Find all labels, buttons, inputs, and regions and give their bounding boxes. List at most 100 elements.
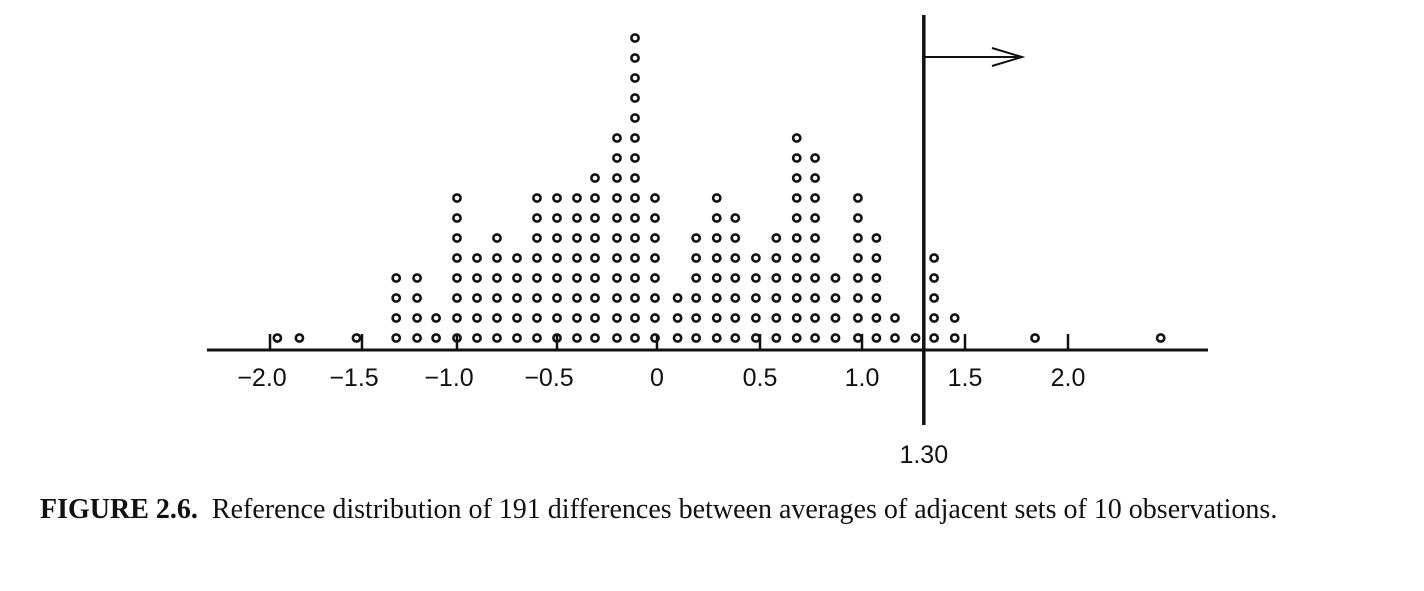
dot (590, 333, 600, 343)
dot (532, 233, 542, 243)
dot (791, 213, 802, 223)
dot (810, 153, 820, 163)
dot (771, 233, 782, 243)
dot (630, 313, 640, 323)
dot (472, 253, 482, 263)
dot (412, 313, 422, 323)
dot (630, 253, 640, 263)
dot (871, 253, 882, 263)
dot (612, 333, 622, 343)
dot (590, 233, 600, 243)
dot (492, 293, 502, 303)
dot (750, 273, 761, 283)
dot (810, 333, 820, 343)
x-tick-label: 2.0 (1051, 364, 1086, 392)
dot (711, 313, 722, 323)
dot (650, 293, 660, 303)
dot (472, 313, 482, 323)
dot (532, 273, 542, 283)
dot (512, 333, 522, 343)
dot (853, 333, 863, 343)
dot (612, 233, 622, 243)
dot (412, 273, 422, 283)
dot (691, 313, 702, 323)
dot (630, 233, 640, 243)
dot (351, 333, 362, 343)
dot (431, 313, 441, 323)
dot (853, 213, 863, 223)
dot (612, 273, 622, 283)
dot (791, 273, 802, 283)
dot (929, 253, 939, 263)
dot (552, 253, 562, 263)
dot (750, 333, 761, 343)
dot (412, 293, 422, 303)
dot (853, 293, 863, 303)
dot (1155, 333, 1166, 343)
dot (750, 313, 761, 323)
dot (730, 273, 741, 283)
dot (791, 253, 802, 263)
dot (452, 253, 462, 263)
dot (391, 293, 402, 303)
dot (590, 173, 600, 183)
dot (492, 253, 502, 263)
dot (771, 253, 782, 263)
dot (771, 313, 782, 323)
x-tick-label: −1.0 (424, 364, 473, 392)
dot (730, 253, 741, 263)
dot (711, 333, 722, 343)
dot (492, 273, 502, 283)
dot (830, 313, 841, 323)
dot (590, 213, 600, 223)
dot (853, 253, 863, 263)
dot (691, 333, 702, 343)
dot (572, 213, 582, 223)
dot (791, 293, 802, 303)
dot (949, 313, 960, 323)
x-tick-label: 1.5 (948, 364, 983, 392)
dot (672, 293, 683, 303)
dot (452, 233, 462, 243)
x-tick-label: −0.5 (524, 364, 573, 392)
dot (512, 273, 522, 283)
dot (730, 213, 741, 223)
dot (650, 253, 660, 263)
x-tick-label: 0.5 (743, 364, 778, 392)
dot (630, 213, 640, 223)
dot (590, 273, 600, 283)
dot (810, 213, 820, 223)
dot (512, 313, 522, 323)
dot (552, 193, 562, 203)
dot (630, 33, 640, 43)
dot (630, 193, 640, 203)
dot (890, 313, 900, 323)
dot (730, 313, 741, 323)
dot (532, 193, 542, 203)
figure-caption: FIGURE 2.6. Reference distribution of 191… (40, 490, 1410, 530)
dot (630, 73, 640, 83)
dot (532, 313, 542, 323)
dot (810, 233, 820, 243)
dot (791, 333, 802, 343)
dot (771, 333, 782, 343)
dot (711, 293, 722, 303)
dot (791, 153, 802, 163)
dot (730, 293, 741, 303)
dot (630, 173, 640, 183)
caption-text: Reference distribution of 191 difference… (211, 494, 1278, 525)
dot (871, 233, 882, 243)
dot (630, 333, 640, 343)
dot (630, 273, 640, 283)
dot (871, 293, 882, 303)
dot (650, 313, 660, 323)
dot (572, 253, 582, 263)
dot (391, 333, 402, 343)
arrow-head-icon (991, 47, 1026, 67)
dot (853, 233, 863, 243)
dot (412, 333, 422, 343)
x-tick-label: 1.0 (845, 364, 880, 392)
dot (572, 293, 582, 303)
dot (791, 193, 802, 203)
dot (711, 253, 722, 263)
